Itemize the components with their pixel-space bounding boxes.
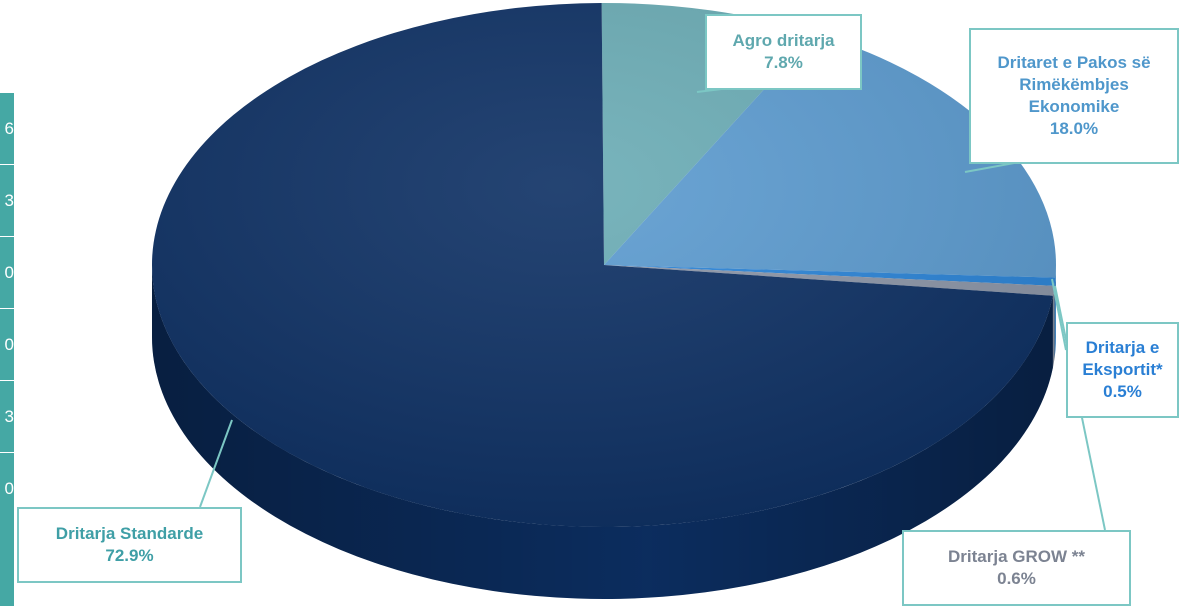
data-label-name: Agro dritarja (732, 31, 835, 50)
data-label-name: Dritaret e Pakos së Rimëkëmbjes Ekonomik… (997, 53, 1151, 116)
data-label-3: Dritarja GROW ** 0.6% (902, 530, 1131, 606)
pie-side-shade-3 (1052, 285, 1055, 368)
data-label-0: Agro dritarja 7.8% (705, 14, 862, 90)
table-cell: 0 (0, 236, 14, 308)
data-label-value: 0.6% (997, 569, 1036, 588)
leader-line-4 (199, 419, 233, 508)
table-cell: 0 (0, 308, 14, 380)
data-label-2: Dritarja e Eksportit* 0.5% (1066, 322, 1179, 418)
data-label-name: Dritarja e Eksportit* (1082, 338, 1163, 379)
data-label-value: 18.0% (1049, 119, 1099, 138)
data-label-1: Dritaret e Pakos së Rimëkëmbjes Ekonomik… (969, 28, 1179, 164)
data-label-4: Dritarja Standarde 72.9% (17, 507, 242, 583)
pie-side-shade-4 (152, 265, 1053, 600)
pie-top-shading (152, 3, 1056, 527)
table-cell: 6 (0, 92, 14, 164)
data-label-name: Dritarja GROW ** (948, 547, 1085, 566)
table-cell: 3 (0, 380, 14, 452)
data-label-name: Dritarja Standarde (55, 524, 204, 543)
data-label-value: 7.8% (764, 53, 803, 72)
data-label-value: 72.9% (105, 546, 154, 565)
pie-side-shade-1 (1055, 265, 1056, 350)
data-label-value: 0.5% (1103, 382, 1142, 401)
leader-line-2 (1051, 278, 1067, 351)
table-cell: 3 (0, 164, 14, 236)
table-cell: 0 (0, 452, 14, 524)
